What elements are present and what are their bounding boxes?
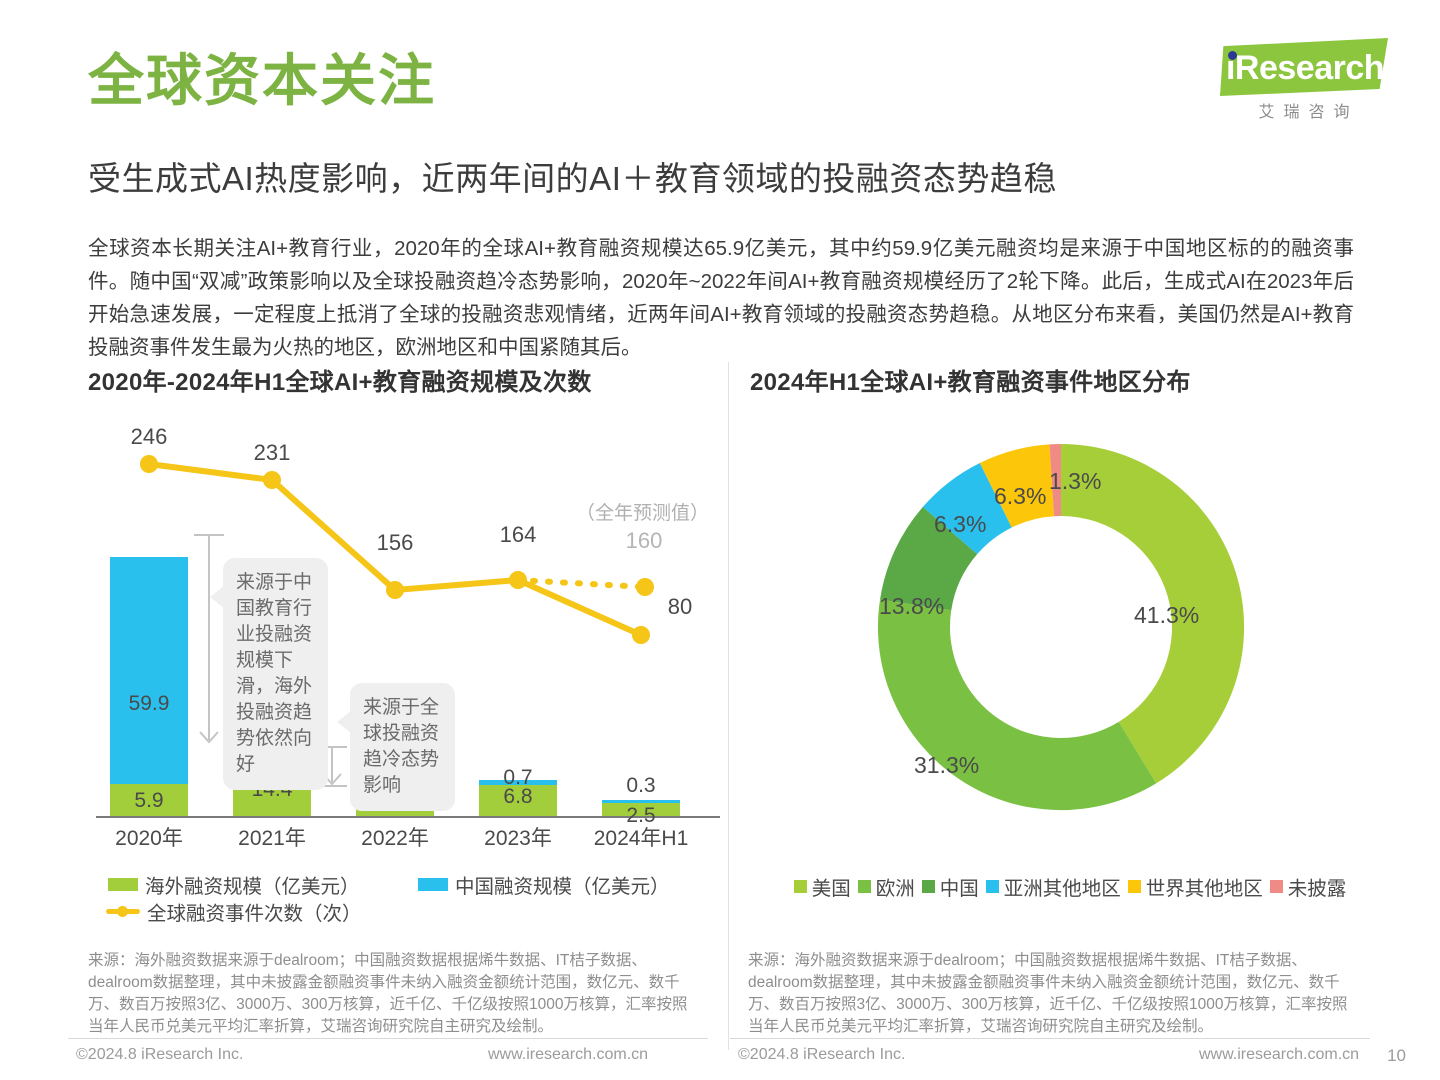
line-label-forecast: 160 [625, 528, 663, 553]
x-label-2023: 2023年 [484, 827, 552, 850]
bar-x-axis-labels: 2020年 2021年 2022年 2023年 2024年H1 [88, 822, 728, 852]
forecast-note: （全年预测值） [576, 503, 710, 524]
donut-label-asia-other: 6.3% [934, 511, 987, 537]
legend-label-overseas: 海外融资规模（亿美元） [145, 876, 360, 898]
donut-label-europe: 31.3% [914, 752, 980, 778]
footer-rule-right [730, 1038, 1370, 1039]
iresearch-logo: iResearch 艾瑞咨询 [1202, 38, 1388, 134]
bar-segment-china-2023 [479, 780, 557, 785]
legend-line-events-icon [106, 906, 140, 917]
line-point-2023 [509, 571, 527, 589]
donut-legend-swatch-undisclosed-icon [1269, 880, 1283, 893]
page-title: 全球资本关注 [88, 49, 436, 112]
decline-arrow-annotations [194, 534, 347, 787]
legend-item-china[interactable]: 中国融资规模（亿美元） [418, 870, 670, 899]
donut-slice-world-other [979, 444, 1055, 528]
footer-website-right: www.iresearch.com.cn [1199, 1046, 1360, 1063]
donut-legend-item-china[interactable]: 中国 [921, 872, 979, 901]
page-subtitle: 受生成式AI热度影响，近两年间的AI＋教育领域的投融资态势趋稳 [88, 160, 1057, 197]
line-point-forecast [636, 578, 654, 596]
donut-legend-swatch-china-icon [921, 880, 935, 893]
donut-label-china: 13.8% [879, 593, 945, 619]
donut-chart: 41.3% 31.3% 13.8% 6.3% 6.3% 1.3% [866, 432, 1256, 822]
right-chart-title: 2024年H1全球AI+教育融资事件地区分布 [750, 369, 1191, 396]
footer-copyright-right: ©2024.8 iResearch Inc. [738, 1046, 906, 1063]
bar-segment-overseas-2020 [110, 784, 188, 816]
x-label-2021: 2021年 [238, 827, 306, 850]
donut-legend-label-world-other: 世界其他地区 [1145, 878, 1263, 900]
line-point-2024h1 [632, 626, 650, 644]
line-point-2021 [263, 471, 281, 489]
legend-label-events: 全球融资事件次数（次） [147, 903, 362, 925]
callout-global-cooling: 来源于全球投融资趋冷态势影响 [337, 683, 455, 811]
donut-label-undisclosed: 1.3% [1049, 468, 1102, 494]
legend-swatch-overseas-icon [108, 878, 138, 891]
donut-legend-swatch-us-icon [793, 880, 807, 893]
donut-legend-item-us[interactable]: 美国 [793, 872, 851, 901]
donut-legend-item-europe[interactable]: 欧洲 [857, 872, 915, 901]
footer-copyright-left: ©2024.8 iResearch Inc. [76, 1046, 244, 1063]
x-label-2024h1: 2024年H1 [593, 827, 689, 850]
bar-segment-overseas-2023 [479, 785, 557, 816]
line-label-2023: 164 [499, 522, 537, 547]
callout-china-decline: 来源于中国教育行业投融资规模下滑，海外投融资趋势依然向好 [210, 558, 328, 790]
donut-slice-undisclosed [1049, 444, 1061, 517]
logo-dot-icon [1228, 51, 1237, 60]
left-panel-header: 2020年-2024年H1全球AI+教育融资规模及次数 [88, 362, 718, 397]
donut-chart-legend: 美国 欧洲 中国 亚洲其他地区 世界其他地区 未披露 [780, 872, 1360, 901]
logo-shape-icon [1220, 38, 1388, 96]
left-footnote: 来源：海外融资数据来源于dealroom；中国融资数据根据烯牛数据、IT桔子数据… [88, 952, 688, 1035]
bar-chart: 59.9 5.9 2 14.4 0.9 5.2 0.7 6.8 [88, 418, 728, 827]
donut-slice-europe [877, 599, 1157, 811]
line-label-2020: 246 [130, 424, 168, 449]
donut-label-us: 41.3% [1134, 602, 1200, 628]
line-label-2022: 156 [376, 530, 414, 555]
footer-website-left: www.iresearch.com.cn [488, 1046, 649, 1063]
donut-legend-item-undisclosed[interactable]: 未披露 [1269, 872, 1347, 901]
donut-label-world-other: 6.3% [994, 483, 1047, 509]
bar-segment-china-2024h1 [602, 800, 680, 803]
x-label-2020: 2020年 [115, 827, 183, 850]
donut-legend-swatch-europe-icon [857, 880, 871, 893]
legend-item-overseas[interactable]: 海外融资规模（亿美元） [108, 870, 360, 899]
donut-legend-label-china: 中国 [939, 878, 979, 900]
donut-legend-label-us: 美国 [811, 878, 851, 900]
left-chart-title: 2020年-2024年H1全球AI+教育融资规模及次数 [88, 369, 592, 396]
bar-segment-overseas-2024h1 [602, 803, 680, 816]
right-panel-header: 2024年H1全球AI+教育融资事件地区分布 [750, 362, 1360, 397]
donut-legend-item-world-other[interactable]: 世界其他地区 [1127, 872, 1263, 901]
donut-legend-label-undisclosed: 未披露 [1287, 878, 1347, 900]
x-axis-line [96, 816, 720, 818]
logo-wordmark: iResearch [1225, 49, 1385, 87]
donut-legend-label-asia-other: 亚洲其他地区 [1003, 878, 1121, 900]
page-number: 10 [1387, 1046, 1406, 1065]
legend-label-china: 中国融资规模（亿美元） [455, 876, 670, 898]
donut-slice-asia-other [922, 462, 1012, 555]
donut-svg [877, 443, 1245, 811]
right-footnote: 来源：海外融资数据来源于dealroom；中国融资数据根据烯牛数据、IT桔子数据… [748, 952, 1348, 1035]
line-point-2020 [140, 455, 158, 473]
bar-chart-legend: 海外融资规模（亿美元） 中国融资规模（亿美元） 全球融资事件次数（次） [106, 870, 728, 926]
line-label-2024h1: 80 [667, 594, 693, 619]
donut-slice-us [1061, 443, 1245, 784]
legend-swatch-china-icon [418, 878, 448, 891]
bar-segment-china-2020 [110, 557, 188, 784]
events-line-series [140, 455, 654, 644]
line-label-2021: 231 [253, 440, 291, 465]
donut-slice-china [880, 506, 978, 611]
intro-paragraph: 全球资本长期关注AI+教育行业，2020年的全球AI+教育融资规模达65.9亿美… [88, 237, 1354, 359]
line-point-2022 [386, 581, 404, 599]
donut-legend-item-asia-other[interactable]: 亚洲其他地区 [985, 872, 1121, 901]
legend-item-events[interactable]: 全球融资事件次数（次） [106, 897, 362, 926]
donut-legend-label-europe: 欧洲 [875, 878, 915, 900]
footer-rule-left [68, 1038, 708, 1039]
donut-legend-swatch-asia-other-icon [985, 880, 999, 893]
x-label-2022: 2022年 [361, 827, 429, 850]
panel-divider [728, 362, 729, 1050]
donut-legend-swatch-world-other-icon [1127, 880, 1141, 893]
logo-chinese-name: 艾瑞咨询 [1258, 104, 1359, 121]
